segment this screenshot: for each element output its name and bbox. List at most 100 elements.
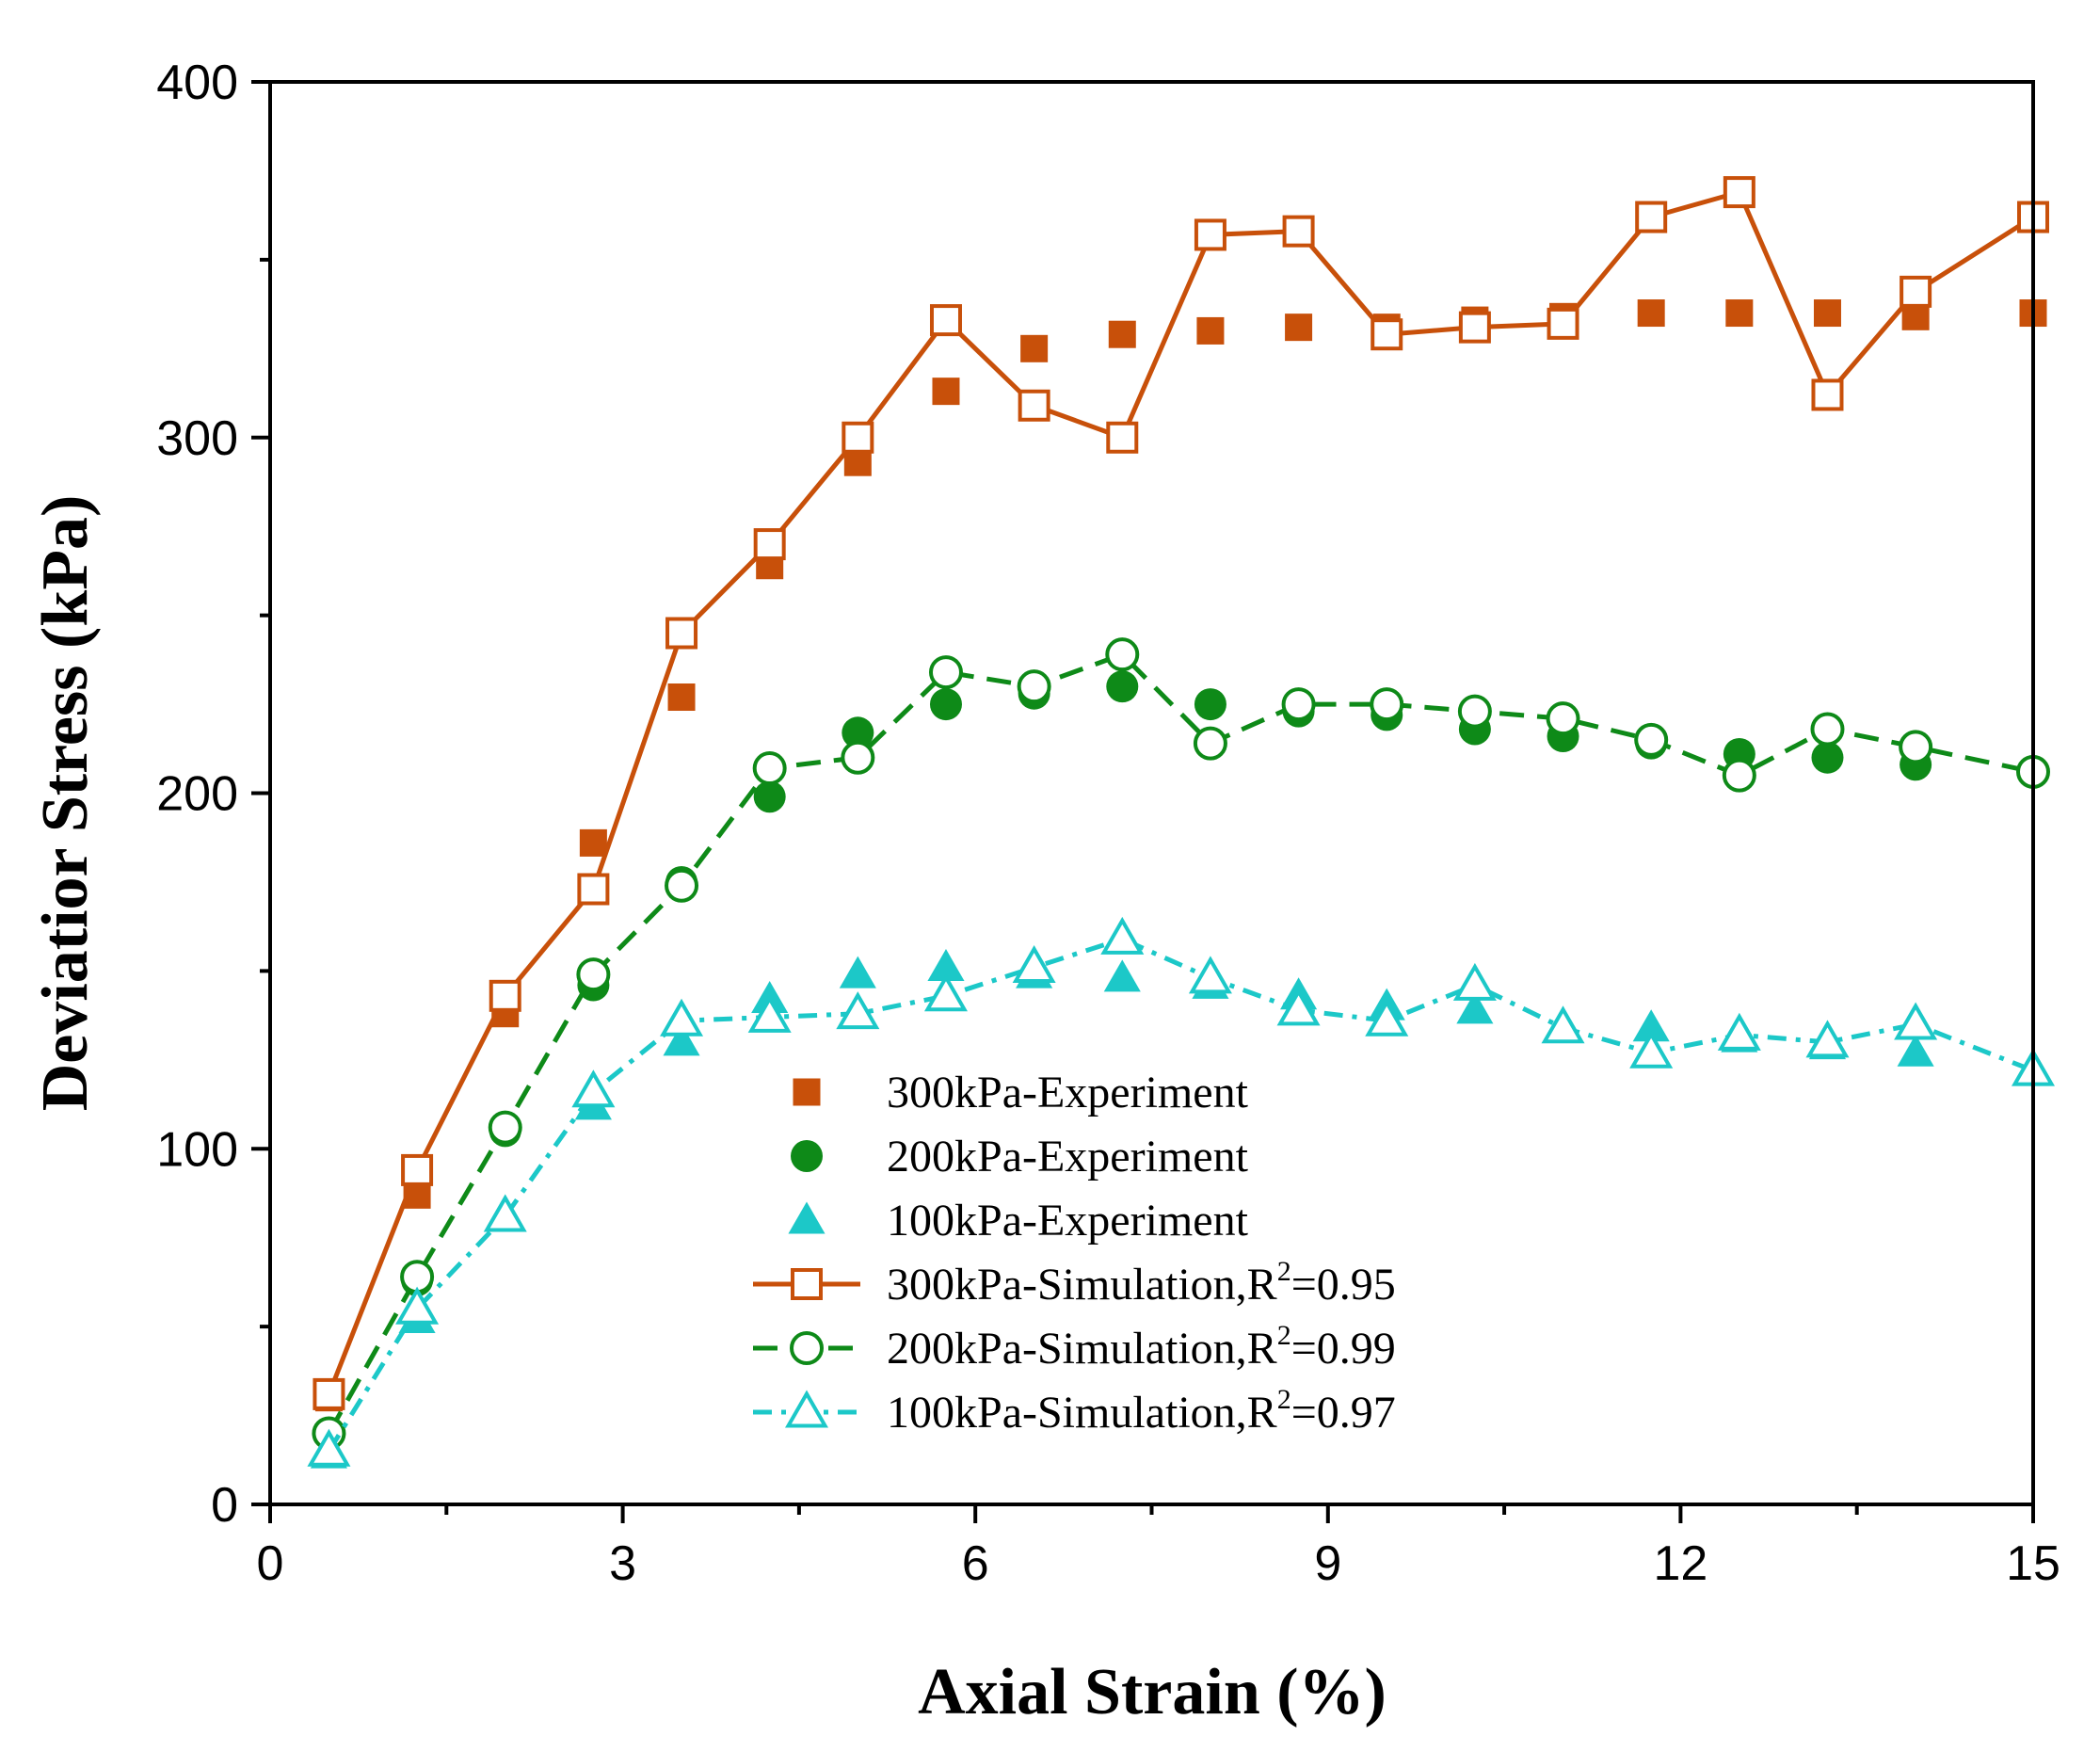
data-point: [1105, 637, 1140, 672]
data-point: [1193, 726, 1227, 761]
data-point: [1370, 687, 1404, 722]
data-point: [665, 617, 698, 650]
data-point: [1629, 1030, 1674, 1069]
data-point: [1282, 215, 1315, 248]
data-point: [1897, 1034, 1934, 1067]
chart-marks: [307, 176, 2056, 1469]
data-point: [1805, 1020, 1850, 1058]
data-point: [1811, 741, 1844, 774]
data-point: [1456, 991, 1494, 1024]
data-point: [927, 949, 965, 982]
data-point: [667, 683, 696, 712]
data-point: [1899, 730, 1933, 764]
data-point: [1900, 275, 1932, 308]
data-point: [923, 973, 968, 1012]
data-point: [1722, 758, 1756, 793]
legend-marker: [793, 1078, 821, 1106]
data-point: [1020, 334, 1049, 362]
data-point: [836, 991, 880, 1030]
x-tick-label: 0: [257, 1536, 284, 1591]
data-point: [929, 688, 962, 721]
data-point: [1546, 701, 1580, 736]
data-point: [1547, 307, 1579, 340]
data-point: [571, 1069, 616, 1108]
data-point: [842, 421, 874, 454]
data-point: [1371, 318, 1403, 351]
data-point: [488, 1110, 522, 1145]
data-point: [489, 979, 521, 1012]
data-point: [1365, 998, 1409, 1037]
data-point: [576, 957, 611, 992]
data-point: [1717, 1012, 1761, 1051]
legend-item: 300kPa-Experiment: [793, 1068, 1249, 1117]
legend-marker: [791, 1140, 823, 1172]
data-point: [929, 304, 962, 337]
legend-item: 300kPa-Simulation,R2=0.95: [753, 1256, 1396, 1310]
series-200kpa-simulation-r: [312, 637, 2050, 1451]
data-point: [401, 1153, 434, 1186]
data-point: [1725, 299, 1754, 328]
legend-label: 100kPa-Simulation,R2=0.97: [887, 1384, 1396, 1438]
data-point: [839, 956, 876, 989]
data-point: [1188, 956, 1232, 994]
y-tick-label: 200: [156, 767, 238, 822]
data-point: [842, 716, 874, 749]
data-point: [1194, 218, 1226, 251]
data-point: [395, 1286, 440, 1325]
data-point: [577, 873, 610, 906]
legend-label: 300kPa-Simulation,R2=0.95: [887, 1256, 1396, 1310]
legend-label: 300kPa-Experiment: [887, 1068, 1249, 1117]
data-point: [1012, 945, 1056, 984]
data-point: [307, 1428, 351, 1467]
data-point: [841, 740, 875, 775]
x-tick-label: 3: [609, 1536, 636, 1591]
data-point: [1106, 421, 1139, 454]
data-point: [1285, 313, 1313, 342]
legend-marker: [784, 1390, 829, 1428]
legend-item: 200kPa-Experiment: [791, 1132, 1249, 1181]
data-point: [1276, 988, 1321, 1026]
data-point: [747, 994, 792, 1033]
legend: 300kPa-Experiment 200kPa-Experiment 100kPa…: [753, 1068, 1396, 1438]
series-line: [327, 936, 2034, 1453]
data-point: [932, 378, 960, 406]
legend-marker: [790, 1331, 824, 1365]
legend-label: 200kPa-Experiment: [887, 1132, 1249, 1181]
x-axis-title: Axial Strain (%): [918, 1656, 1387, 1728]
data-point: [1017, 669, 1051, 704]
x-tick-label: 12: [1653, 1536, 1707, 1591]
y-tick-label: 400: [156, 56, 238, 110]
legend-marker: [788, 1201, 826, 1234]
data-point: [1458, 311, 1491, 344]
x-tick-label: 9: [1314, 1536, 1341, 1591]
data-point: [1108, 320, 1136, 348]
data-point: [660, 998, 704, 1037]
x-tick-label: 15: [2006, 1536, 2060, 1591]
axes: 0 3 6 9 12 15 0 100 200 300 400: [156, 56, 2060, 1591]
data-point: [1106, 670, 1139, 703]
series-300kpa-simulation-r: [313, 176, 2049, 1410]
data-point: [928, 655, 963, 690]
data-point: [1452, 962, 1497, 1001]
y-axis-title: Deviatior Stress (kPa): [29, 495, 102, 1112]
data-point: [1194, 688, 1226, 721]
legend-item: 100kPa-Simulation,R2=0.97: [753, 1384, 1396, 1438]
legend-label: 200kPa-Simulation,R2=0.99: [887, 1320, 1396, 1374]
data-point: [1813, 299, 1841, 328]
data-point: [483, 1194, 527, 1232]
data-point: [579, 828, 607, 857]
data-point: [1810, 712, 1845, 747]
data-point: [1637, 299, 1665, 328]
x-tick-label: 6: [962, 1536, 989, 1591]
data-point: [1541, 1005, 1585, 1044]
y-tick-label: 300: [156, 411, 238, 466]
data-point: [663, 1023, 700, 1056]
legend-label: 100kPa-Experiment: [887, 1196, 1249, 1246]
data-point: [1894, 1002, 1938, 1040]
data-point: [1634, 722, 1669, 757]
data-point: [1103, 959, 1141, 992]
data-point: [1635, 201, 1668, 233]
data-point: [1457, 694, 1492, 729]
series-100kpa-simulation-r: [307, 916, 2056, 1467]
y-tick-label: 0: [211, 1478, 238, 1533]
